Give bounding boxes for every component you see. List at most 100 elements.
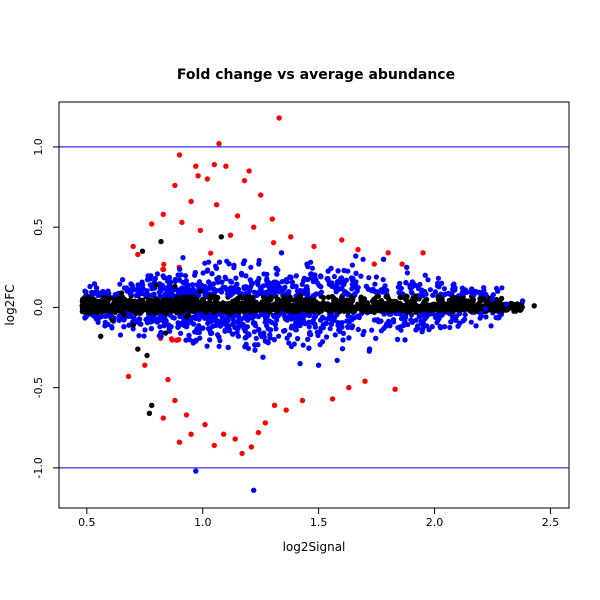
- data-point-s0-4: [211, 161, 217, 168]
- data-point-band-3917: [152, 308, 158, 313]
- data-point-cloud-493: [256, 261, 262, 267]
- data-point-cloud-472: [141, 333, 147, 339]
- data-point-cloud-2587: [131, 286, 137, 292]
- data-point-cloud-2511: [237, 293, 243, 300]
- data-point-s0-17: [269, 216, 275, 222]
- data-point-s1-7: [448, 319, 454, 325]
- data-point-cloud-1490: [441, 292, 447, 298]
- data-point-cloud-1506: [320, 339, 326, 345]
- data-point-band-3981: [425, 306, 431, 312]
- data-point-s0-15: [179, 219, 185, 226]
- data-point-cloud-2083: [320, 315, 326, 321]
- data-point-cloud-1976: [455, 323, 461, 329]
- data-point-cloud-1680: [300, 342, 306, 348]
- data-point-s0-28: [135, 251, 141, 258]
- data-point-cloud-2415: [157, 293, 163, 299]
- data-point-band-3766: [420, 303, 426, 309]
- reference-lines: [59, 146, 569, 469]
- data-point-cloud-418: [99, 313, 105, 320]
- data-point-s0-47: [329, 396, 336, 402]
- data-point-cloud-2190: [256, 327, 262, 333]
- x-tick-label-1: 1.0: [194, 516, 212, 529]
- data-point-cloud-2336: [168, 336, 175, 342]
- data-point-cloud-2543: [331, 317, 337, 323]
- y-axis: -1.0 -0.5 0.0 0.5 1.0: [32, 138, 60, 479]
- data-point-cloud-109: [299, 281, 305, 287]
- data-point-band-3335: [146, 297, 152, 303]
- data-point-s0-22: [288, 234, 294, 240]
- data-point-s0-25: [385, 250, 391, 256]
- data-point-cloud-2293: [230, 331, 236, 337]
- data-point-cloud-2194: [120, 294, 126, 300]
- data-point-s2-18: [227, 311, 234, 317]
- data-point-band-3999: [225, 304, 231, 310]
- data-point-s2-32: [146, 410, 153, 416]
- data-point-s1-16: [353, 253, 359, 259]
- data-point-cloud-2535: [146, 315, 153, 321]
- data-point-cloud-292: [279, 279, 285, 285]
- data-point-cloud-2461: [375, 293, 381, 299]
- data-point-cloud-1617: [261, 271, 267, 277]
- data-point-s0-34: [183, 412, 190, 418]
- data-point-cloud-2301: [179, 290, 185, 296]
- y-tick-label-1: -0.5: [32, 377, 45, 398]
- data-point-s1-36: [193, 468, 199, 474]
- data-point-cloud-2079: [258, 287, 264, 293]
- data-point-band-3958: [366, 307, 372, 313]
- data-point-cloud-24: [233, 275, 239, 281]
- data-point-s0-40: [176, 439, 183, 445]
- data-point-cloud-2430: [318, 325, 324, 331]
- data-point-cloud-1722: [325, 277, 331, 283]
- data-point-s1-23: [225, 344, 231, 351]
- data-point-cloud-1961: [344, 291, 350, 297]
- data-point-cloud-1912: [410, 280, 416, 287]
- y-tick-label-0: -1.0: [32, 457, 45, 478]
- data-point-band-3898: [170, 298, 176, 304]
- data-point-s1-21: [260, 354, 266, 360]
- data-point-cloud-601: [273, 326, 279, 332]
- data-point-cloud-2576: [325, 268, 331, 274]
- data-point-s2-4: [79, 303, 85, 309]
- data-point-cloud-2193: [161, 274, 167, 280]
- data-point-cloud-2049: [161, 293, 167, 299]
- data-point-s1-32: [304, 261, 310, 267]
- data-point-band-3967: [98, 300, 104, 306]
- data-point-cloud-1899: [398, 285, 404, 291]
- data-point-band-3969: [152, 302, 158, 308]
- data-point-s2-14: [172, 283, 178, 290]
- data-point-cloud-1947: [107, 313, 113, 319]
- data-point-cloud-2361: [158, 329, 164, 336]
- data-point-band-3786: [468, 308, 474, 314]
- data-point-s1-30: [105, 290, 111, 296]
- data-point-s2-11: [144, 352, 150, 359]
- data-point-cloud-2329: [116, 317, 122, 323]
- data-point-s0-1: [216, 141, 222, 147]
- data-point-s0-8: [241, 177, 248, 184]
- data-point-cloud-2080: [381, 284, 387, 291]
- data-point-cloud-689: [171, 315, 177, 321]
- data-point-cloud-2041: [423, 314, 430, 320]
- data-point-band-3943: [131, 299, 137, 305]
- data-point-cloud-2262: [236, 323, 242, 329]
- data-point-cloud-2459: [305, 336, 311, 342]
- data-point-cloud-2355: [178, 272, 184, 278]
- data-point-cloud-2536: [340, 337, 346, 343]
- data-point-cloud-2541: [450, 286, 456, 292]
- data-point-cloud-2585: [358, 273, 364, 279]
- data-point-cloud-2584: [254, 292, 260, 298]
- data-point-cloud-2411: [217, 287, 223, 293]
- data-point-cloud-2447: [267, 327, 274, 333]
- data-point-cloud-1636: [157, 324, 163, 330]
- data-point-cloud-690: [435, 275, 441, 281]
- data-point-cloud-2495: [461, 290, 467, 296]
- data-point-band-3615: [98, 308, 104, 314]
- data-point-cloud-1815: [398, 316, 405, 322]
- data-point-cloud-1936: [283, 277, 289, 283]
- data-point-cloud-2500: [219, 279, 225, 285]
- data-point-cloud-1842: [207, 337, 213, 343]
- data-point-cloud-200: [200, 270, 206, 276]
- data-point-band-3973: [200, 305, 206, 311]
- data-point-s0-31: [399, 261, 405, 267]
- data-point-s1-26: [176, 277, 183, 283]
- data-point-cloud-17: [447, 324, 453, 331]
